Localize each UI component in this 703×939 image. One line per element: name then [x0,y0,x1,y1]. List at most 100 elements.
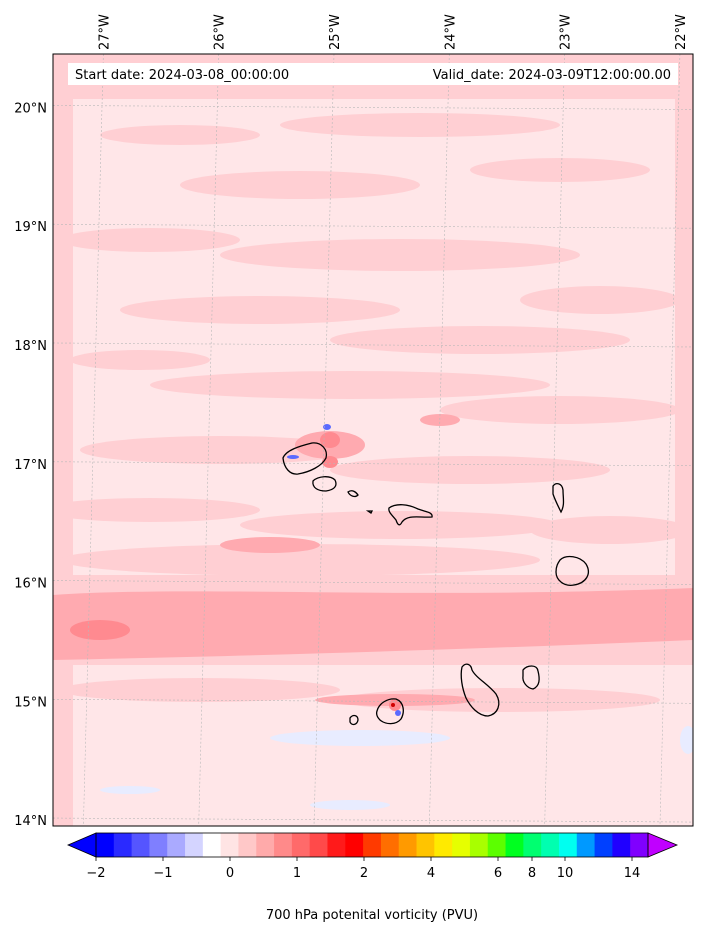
island-branco [365,510,374,514]
map-panel: Start date: 2024-03-08_00:00:00 Valid_da… [14,14,694,829]
latitude-label: 17°N [14,458,47,473]
colorbar-frame [95,832,649,858]
pv-strong-contours [70,432,401,711]
parallel-line [53,580,693,585]
colorbar-cell [541,833,560,857]
colorbar-cell [416,833,435,857]
pv-negative-core [287,424,401,716]
island-sao-nicolau [388,504,433,526]
colorbar-cell [487,833,507,857]
island-sal [552,483,565,514]
colorbar-tick-label: 2 [360,866,368,881]
meridian-line [198,54,219,826]
colorbar-cell [576,833,596,857]
meridian-line [429,54,450,826]
colorbar-cell [113,833,133,857]
latitude-label: 15°N [14,695,47,710]
colorbar-extend-low [66,832,97,858]
colorbar-extend-high [647,832,679,858]
colorbar-ticks: −2 −1 0 1 2 4 6 8 10 14 [86,857,640,881]
colorbar-tick-label: 4 [427,866,435,881]
colorbar-tick-label: 6 [494,866,502,881]
colorbar-cell [96,833,115,857]
colorbar-tick-label: −2 [86,866,105,881]
island-boa-vista [555,555,589,586]
start-date-label: Start date: 2024-03-08_00:00:00 [75,68,289,83]
parallel-line [53,105,693,110]
island-sao-vicente [312,476,337,492]
latitude-label: 20°N [14,101,47,116]
date-label-box [68,63,678,85]
parallel-line [53,342,693,348]
colorbar-tick-label: 8 [528,866,536,881]
gridlines [53,54,693,826]
island-brava [349,714,359,726]
latitude-label: 16°N [14,577,47,592]
colorbar-cell [434,833,453,857]
valid-date-label: Valid_date: 2024-03-09T12:00:00.00 [433,68,671,83]
colorbar-cell [594,833,613,857]
colorbar-label: 700 hPa potenital vorticity (PVU) [266,908,478,923]
latitude-label: 18°N [14,339,47,354]
parallel-line [53,698,693,704]
colorbar-cell [380,833,400,857]
meridian-line [313,54,335,826]
longitude-label: 27°W [97,14,112,50]
island-santo-antao [282,442,328,475]
pv-negative-contours [100,726,693,810]
colorbar-cell [398,833,418,857]
colorbar-cell [345,833,364,857]
colorbar-tick-label: 0 [226,866,234,881]
colorbar-cell [309,833,328,857]
colorbar-cell [131,833,150,857]
map-frame [52,53,694,827]
colorbar-cell [363,833,382,857]
parallel-line [53,817,693,823]
longitude-labels: 27°W 26°W 25°W 24°W 23°W 22°W [97,14,689,50]
colorbar-cell [167,833,186,857]
colorbar: −2 −1 0 1 2 4 6 8 10 14 700 hPa potenital vortici… [66,832,679,923]
meridian-line [83,54,104,826]
meridian-line [544,54,565,826]
longitude-label: 26°W [213,14,228,50]
longitude-label: 24°W [443,14,458,50]
parallel-line [53,223,693,229]
colorbar-tick-label: 1 [293,866,301,881]
colorbar-cell [612,833,631,857]
colorbar-tick-label: 14 [624,866,641,881]
longitude-label: 23°W [559,14,574,50]
coastlines [282,442,589,726]
colorbar-cell [202,833,222,857]
colorbar-cell [505,833,524,857]
longitude-label: 22°W [674,14,689,50]
island-maio [522,665,540,690]
colorbar-cell [220,833,239,857]
island-fogo [375,698,404,725]
colorbar-cell [558,833,578,857]
colorbar-cell [256,833,275,857]
parallel-line [53,461,693,467]
colorbar-cell [291,833,311,857]
colorbar-tick-label: −1 [153,866,172,881]
island-santiago [460,663,500,717]
pv-max-core [391,703,395,707]
pv-field [53,54,693,826]
colorbar-cell [238,833,257,857]
colorbar-cells [96,833,649,857]
latitude-label: 19°N [14,220,47,235]
meridian-line [659,54,681,826]
colorbar-cell [523,833,542,857]
colorbar-cell [452,833,471,857]
island-santa-luzia [347,490,359,498]
colorbar-cell [469,833,489,857]
colorbar-cell [274,833,293,857]
latitude-labels: 20°N 19°N 18°N 17°N 16°N 15°N 14°N [14,101,47,829]
colorbar-tick-label: 10 [557,866,574,881]
longitude-label: 25°W [328,14,343,50]
colorbar-cell [149,833,168,857]
colorbar-cell [185,833,204,857]
colorbar-cell [630,833,649,857]
latitude-label: 14°N [14,814,47,829]
colorbar-cell [327,833,346,857]
